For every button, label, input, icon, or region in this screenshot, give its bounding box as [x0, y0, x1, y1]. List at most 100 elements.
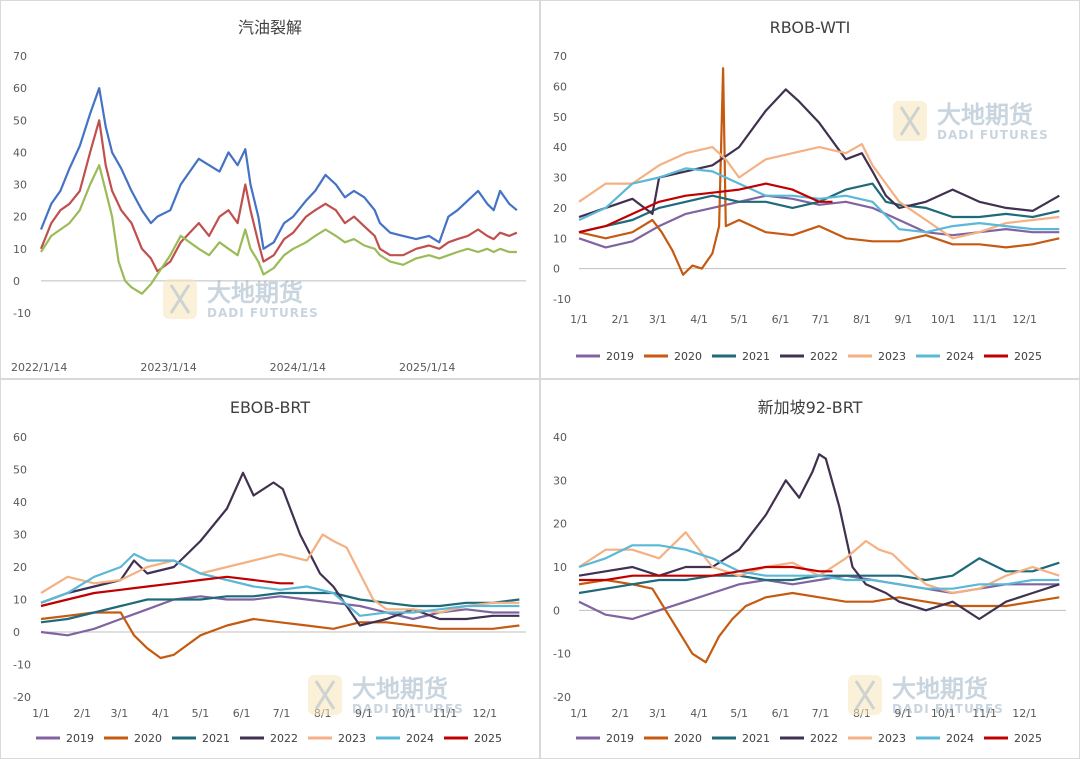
y-tick-label: 30: [553, 474, 567, 487]
legend-label-2022: 2022: [270, 732, 298, 745]
x-tick-label: 9/1: [894, 707, 912, 720]
legend-label-2021: 2021: [202, 732, 230, 745]
y-tick-label: 40: [13, 496, 27, 509]
y-tick-label: 30: [13, 529, 27, 542]
x-tick-label: 5/1: [730, 313, 748, 326]
watermark-text-cn: 大地期货: [892, 675, 988, 703]
y-tick-label: 50: [13, 464, 27, 477]
chart-panel-gasoline-crack: 汽油裂解 -10 0 10 20 30 40 50 60 70 2022/1/14 2023/1/14…: [0, 0, 540, 379]
y-tick-label: 20: [553, 518, 567, 531]
legend-label-2020: 2020: [134, 732, 162, 745]
legend-label-2021: 2021: [742, 732, 770, 745]
series-line-2023: [578, 143, 1060, 240]
y-tick-label: 40: [553, 431, 567, 444]
x-tick-label: 10/1: [391, 707, 416, 720]
y-tick-label: 10: [13, 243, 27, 256]
watermark-text-en: DADI FUTURES: [892, 702, 1004, 716]
y-tick-label: 10: [553, 561, 567, 574]
legend-label-2023: 2023: [878, 732, 906, 745]
y-tick-label: 30: [553, 172, 567, 185]
x-tick-label: 11/1: [433, 707, 458, 720]
series-line: [40, 164, 517, 295]
y-tick-label: 60: [553, 80, 567, 93]
watermark-logo: [848, 675, 882, 715]
watermark-logo: [308, 675, 342, 715]
legend-label-2024: 2024: [946, 732, 974, 745]
x-tick-label: 7/1: [812, 313, 830, 326]
y-tick-label: 10: [553, 232, 567, 245]
y-tick-label: 0: [553, 263, 560, 276]
x-tick-label: 2/1: [73, 707, 91, 720]
watermark-logo: [163, 279, 197, 319]
legend-label-2019: 2019: [66, 732, 94, 745]
y-tick-label: 60: [13, 431, 27, 444]
series-line: [39, 87, 518, 250]
x-tick-label: 2023/1/14: [140, 361, 196, 374]
legend-label-2025: 2025: [474, 732, 502, 745]
y-tick-label: -10: [13, 659, 31, 672]
legend-label-2024: 2024: [406, 732, 434, 745]
series-line-2022: [578, 88, 1060, 219]
series-line-2020: [578, 578, 1060, 664]
x-tick-label: 3/1: [649, 707, 667, 720]
series-line-2022: [578, 453, 1060, 621]
legend-label-2021: 2021: [742, 350, 770, 363]
x-tick-label: 3/1: [111, 707, 129, 720]
x-tick-label: 7/1: [273, 707, 291, 720]
y-tick-label: 70: [553, 50, 567, 63]
x-tick-label: 8/1: [853, 313, 871, 326]
chart-singapore92-brt: 新加坡92-BRT -20 -10 0 10 20 30 40 1/1 2/1 3/1 4/1 5/1 6…: [553, 398, 1066, 745]
chart-title: 汽油裂解: [238, 18, 302, 37]
series-line: [39, 119, 518, 273]
series-line-2024: [578, 544, 1060, 590]
chart-ebob-brt: EBOB-BRT -20 -10 0 10 20 30 40 50 60 1/1 2/1 3/1 4/1 5…: [13, 398, 526, 745]
x-tick-label: 4/1: [152, 707, 170, 720]
watermark-text-en: DADI FUTURES: [207, 306, 319, 320]
legend-label-2023: 2023: [338, 732, 366, 745]
y-tick-label: 60: [13, 82, 27, 95]
x-tick-label: 2/1: [612, 313, 630, 326]
y-tick-label: 70: [13, 50, 27, 63]
y-tick-label: 20: [553, 202, 567, 215]
legend-label-2025: 2025: [1014, 732, 1042, 745]
x-tick-label: 6/1: [233, 707, 251, 720]
legend-label-2022: 2022: [810, 732, 838, 745]
chart-rbob-wti: RBOB-WTI -10 0 10 20 30 40 50 60 70 1/1 2/1 3/1 4/1 5/…: [553, 18, 1066, 363]
y-tick-label: -20: [553, 691, 571, 704]
chart-title: RBOB-WTI: [770, 18, 851, 37]
x-tick-label: 12/1: [1012, 707, 1037, 720]
x-tick-label: 7/1: [812, 707, 830, 720]
y-tick-label: 40: [13, 146, 27, 159]
x-tick-label: 6/1: [772, 707, 790, 720]
y-tick-label: 20: [13, 211, 27, 224]
series-line-2025: [578, 182, 833, 234]
series-line-2021: [40, 591, 520, 624]
y-tick-label: 40: [553, 141, 567, 154]
chart-panel-singapore92-brt: 新加坡92-BRT -20 -10 0 10 20 30 40 1/1 2/1 3/1 4/1 5/1 6…: [540, 379, 1080, 759]
legend-label-2024: 2024: [946, 350, 974, 363]
x-tick-label: 5/1: [192, 707, 210, 720]
x-tick-label: 1/1: [570, 313, 588, 326]
series-line-2020: [578, 67, 1060, 276]
series-line-2023: [40, 533, 520, 614]
y-tick-label: -10: [553, 648, 571, 661]
watermark-text-cn: 大地期货: [937, 101, 1033, 129]
x-tick-label: 4/1: [690, 707, 708, 720]
x-tick-label: 4/1: [690, 313, 708, 326]
x-tick-label: 2024/1/14: [270, 361, 326, 374]
chart-gasoline-crack: 汽油裂解 -10 0 10 20 30 40 50 60 70 2022/1/14 2023/1/14…: [11, 18, 526, 374]
x-tick-label: 1/1: [32, 707, 50, 720]
chart-title: 新加坡92-BRT: [758, 398, 863, 417]
x-tick-label: 3/1: [649, 313, 667, 326]
legend-label-2019: 2019: [606, 732, 634, 745]
legend-label-2019: 2019: [606, 350, 634, 363]
y-tick-label: -10: [553, 293, 571, 306]
y-tick-label: 30: [13, 179, 27, 192]
x-tick-label: 2/1: [612, 707, 630, 720]
series-line-2023: [578, 531, 1060, 595]
y-tick-label: 10: [13, 594, 27, 607]
series-line-2022: [40, 471, 520, 627]
series-line-2024: [578, 167, 1060, 234]
x-tick-label: 12/1: [1012, 313, 1037, 326]
x-tick-label: 12/1: [472, 707, 497, 720]
